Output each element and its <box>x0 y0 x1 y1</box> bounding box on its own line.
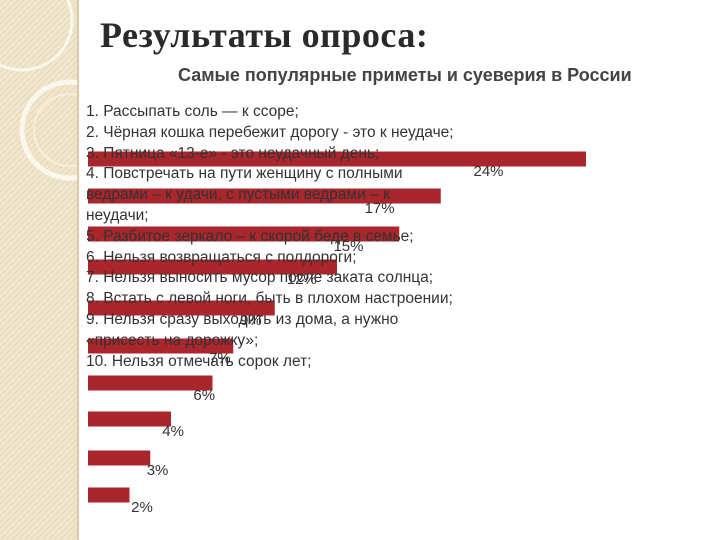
decor-strip <box>0 0 80 540</box>
category-label: 10. Нельзя отмечать сорок лет; <box>86 352 312 370</box>
bar <box>88 411 171 427</box>
bar <box>88 300 275 316</box>
category-label: 5. Разбитое зеркало – к скорой беде в се… <box>86 227 414 245</box>
category-label: 7. Нельзя выносить мусор после заката со… <box>86 269 434 287</box>
category-label: 3. Пятница «13-е» - это неудачный день; <box>86 144 380 162</box>
chart-title: Самые популярные приметы и суеверия в Ро… <box>178 65 632 85</box>
bar <box>88 151 586 167</box>
bar <box>88 188 441 204</box>
bar <box>88 487 130 503</box>
value-label: 15% <box>333 238 363 255</box>
category-label: 4. Повстречать на пути женщину с полными… <box>86 165 403 224</box>
value-label: 17% <box>365 200 395 217</box>
value-label: 12% <box>287 271 317 288</box>
bar <box>88 259 337 275</box>
bar <box>88 338 234 354</box>
bar <box>88 450 151 466</box>
bar <box>88 375 213 391</box>
category-label: 2. Чёрная кошка перебежит дорогу - это к… <box>86 123 454 141</box>
category-label: 8. Встать с левой ноги, быть в плохом на… <box>86 290 453 308</box>
bar <box>88 226 400 242</box>
value-label: 9% <box>240 312 262 329</box>
category-label: 1. Рассыпать соль — к ссоре; <box>86 103 299 120</box>
category-list: 1. Рассыпать соль — к ссоре; 2. Чёрная ко… <box>86 102 454 372</box>
value-label: 24% <box>474 163 504 180</box>
category-label: 9. Нельзя сразу выходить из дома, а нужн… <box>86 310 399 349</box>
value-label: 3% <box>147 462 169 479</box>
value-label: 4% <box>162 423 184 440</box>
value-label: 6% <box>193 387 215 404</box>
slide-heading: Результаты опроса: <box>100 15 429 55</box>
category-label: 6. Нельзя возвращаться с полдороги; <box>86 248 357 266</box>
value-label: 2% <box>131 499 153 516</box>
value-label: 7% <box>209 350 231 367</box>
